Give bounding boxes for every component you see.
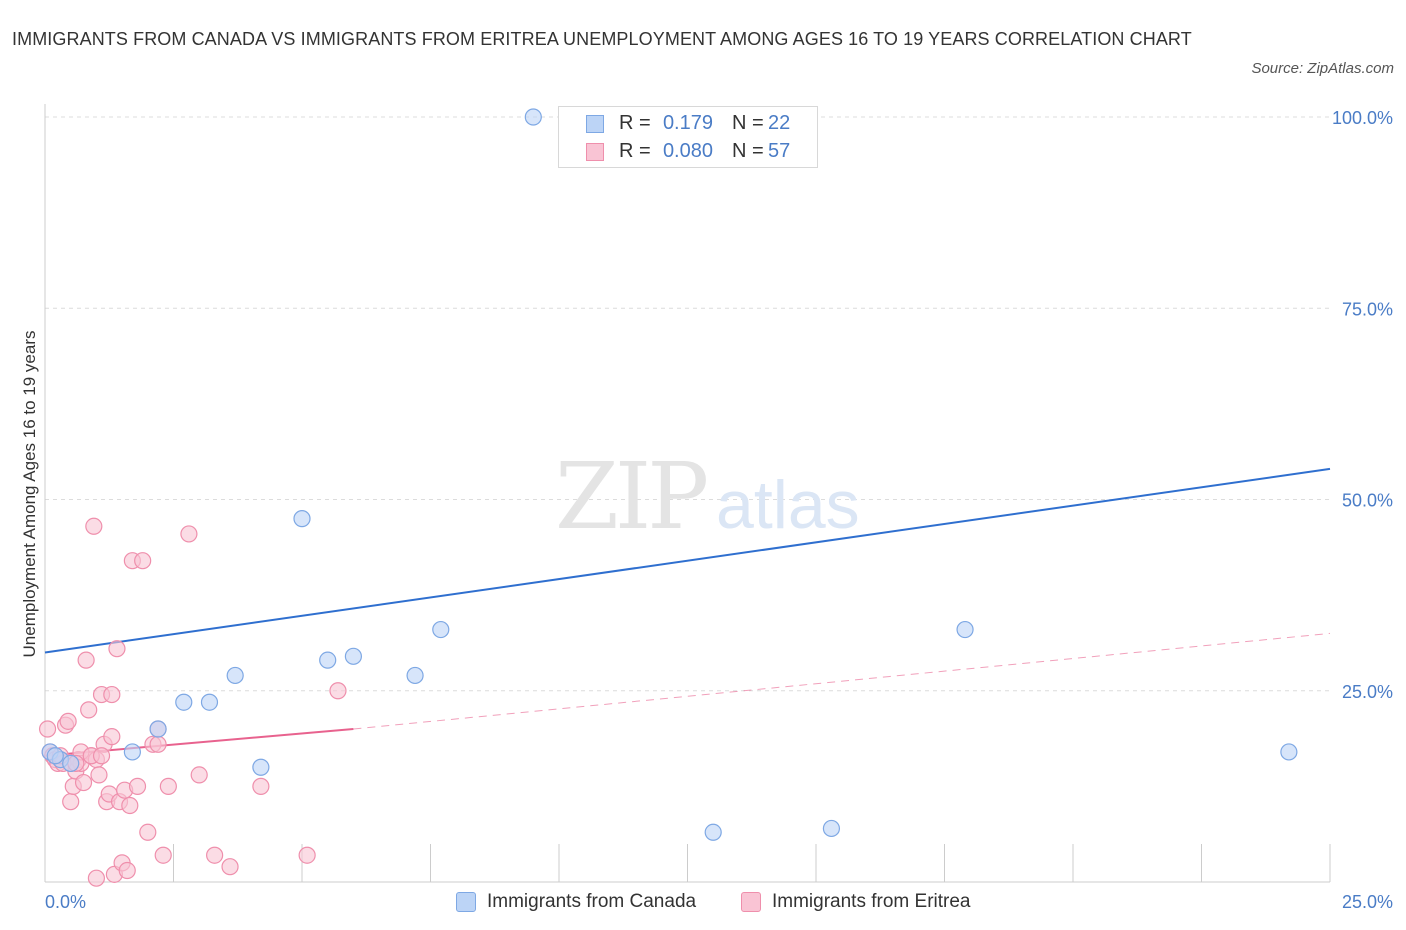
- data-point-eritrea: [62, 793, 80, 811]
- data-point-canada: [252, 758, 270, 776]
- data-point-canada: [524, 108, 542, 126]
- data-point-eritrea: [149, 735, 167, 753]
- data-point-canada: [62, 754, 80, 773]
- y-axis-label: Unemployment Among Ages 16 to 19 years: [20, 331, 39, 658]
- data-point-eritrea: [180, 525, 198, 543]
- legend-swatch-eritrea: [586, 143, 604, 161]
- watermark-atlas: atlas: [716, 467, 860, 543]
- legend-label-canada: Immigrants from Canada: [487, 891, 697, 912]
- legend-n-label: N =: [732, 140, 764, 162]
- data-point-canada: [293, 510, 311, 528]
- data-point-canada: [226, 666, 244, 685]
- data-point-canada: [344, 647, 362, 665]
- data-point-canada: [319, 651, 337, 669]
- data-point-eritrea: [134, 552, 152, 570]
- data-point-eritrea: [190, 766, 208, 784]
- trend-line-eritrea-extension: [353, 632, 1331, 730]
- data-point-canada: [406, 666, 424, 685]
- data-point-eritrea: [139, 823, 157, 841]
- data-point-eritrea: [90, 766, 108, 784]
- data-point-canada: [1280, 743, 1298, 761]
- x-tick-label-max: 25.0%: [1342, 892, 1393, 912]
- legend-r-value: 0.179: [662, 112, 713, 134]
- data-point-eritrea: [329, 682, 347, 700]
- data-point-canada: [704, 823, 722, 841]
- legend-swatch-eritrea: [741, 892, 761, 912]
- data-point-eritrea: [128, 777, 147, 795]
- data-point-eritrea: [252, 777, 270, 795]
- data-point-eritrea: [118, 861, 136, 880]
- y-tick-label: 25.0%: [1342, 682, 1393, 702]
- x-tick-marks: [173, 844, 1331, 882]
- data-point-eritrea: [221, 858, 239, 876]
- legend-n-value: 22: [768, 112, 791, 134]
- data-point-eritrea: [206, 846, 224, 864]
- legend-row-canada: R = 0.179 N = 22: [559, 110, 817, 138]
- data-point-eritrea: [154, 846, 172, 864]
- gridlines: [45, 116, 1330, 692]
- legend-r-value: 0.080: [662, 140, 713, 162]
- data-point-canada: [123, 743, 141, 761]
- legend-r-label: R =: [619, 140, 651, 162]
- watermark-zip: ZIP: [555, 443, 706, 550]
- watermark: ZIP atlas: [555, 443, 860, 550]
- data-point-eritrea: [121, 796, 139, 815]
- data-point-eritrea: [85, 517, 103, 535]
- y-tick-label: 100.0%: [1332, 108, 1393, 128]
- source-label: Source: ZipAtlas.com: [1251, 60, 1394, 77]
- y-tick-label: 50.0%: [1342, 491, 1393, 511]
- data-point-eritrea: [87, 869, 106, 887]
- data-point-eritrea: [103, 728, 121, 746]
- data-point-eritrea: [74, 773, 93, 792]
- trend-line-canada: [44, 467, 1331, 654]
- data-point-eritrea: [77, 651, 95, 669]
- data-point-canada: [149, 720, 167, 738]
- legend-r-label: R =: [619, 112, 651, 134]
- legend-swatch-canada: [586, 115, 604, 133]
- data-point-canada: [432, 620, 450, 639]
- data-point-eritrea: [298, 846, 316, 864]
- data-point-eritrea: [159, 777, 177, 795]
- data-point-canada: [200, 693, 219, 711]
- legend-row-eritrea: R = 0.080 N = 57: [559, 138, 817, 166]
- data-points: [38, 108, 1298, 887]
- data-point-canada: [175, 693, 193, 711]
- data-point-eritrea: [80, 701, 98, 719]
- data-point-canada: [956, 620, 974, 639]
- chart-title: IMMIGRANTS FROM CANADA VS IMMIGRANTS FRO…: [12, 29, 1192, 49]
- stats-legend: R = 0.179 N = 22 R = 0.080 N = 57: [558, 106, 818, 168]
- series-legend: Immigrants from Canada Immigrants from E…: [0, 889, 1406, 917]
- legend-label-eritrea: Immigrants from Eritrea: [772, 891, 971, 912]
- data-point-eritrea: [38, 720, 57, 738]
- x-tick-label-min: 0.0%: [45, 892, 86, 912]
- data-point-canada: [46, 747, 64, 765]
- data-point-eritrea: [92, 747, 111, 765]
- data-point-canada: [822, 819, 841, 838]
- legend-swatch-canada: [456, 892, 476, 912]
- data-point-eritrea: [103, 685, 121, 704]
- legend-n-value: 57: [768, 140, 791, 162]
- data-point-eritrea: [59, 712, 77, 730]
- data-point-eritrea: [108, 640, 126, 658]
- y-tick-labels: 25.0% 50.0% 75.0% 100.0%: [1332, 108, 1393, 702]
- legend-n-label: N =: [732, 112, 764, 134]
- y-tick-label: 75.0%: [1342, 299, 1393, 319]
